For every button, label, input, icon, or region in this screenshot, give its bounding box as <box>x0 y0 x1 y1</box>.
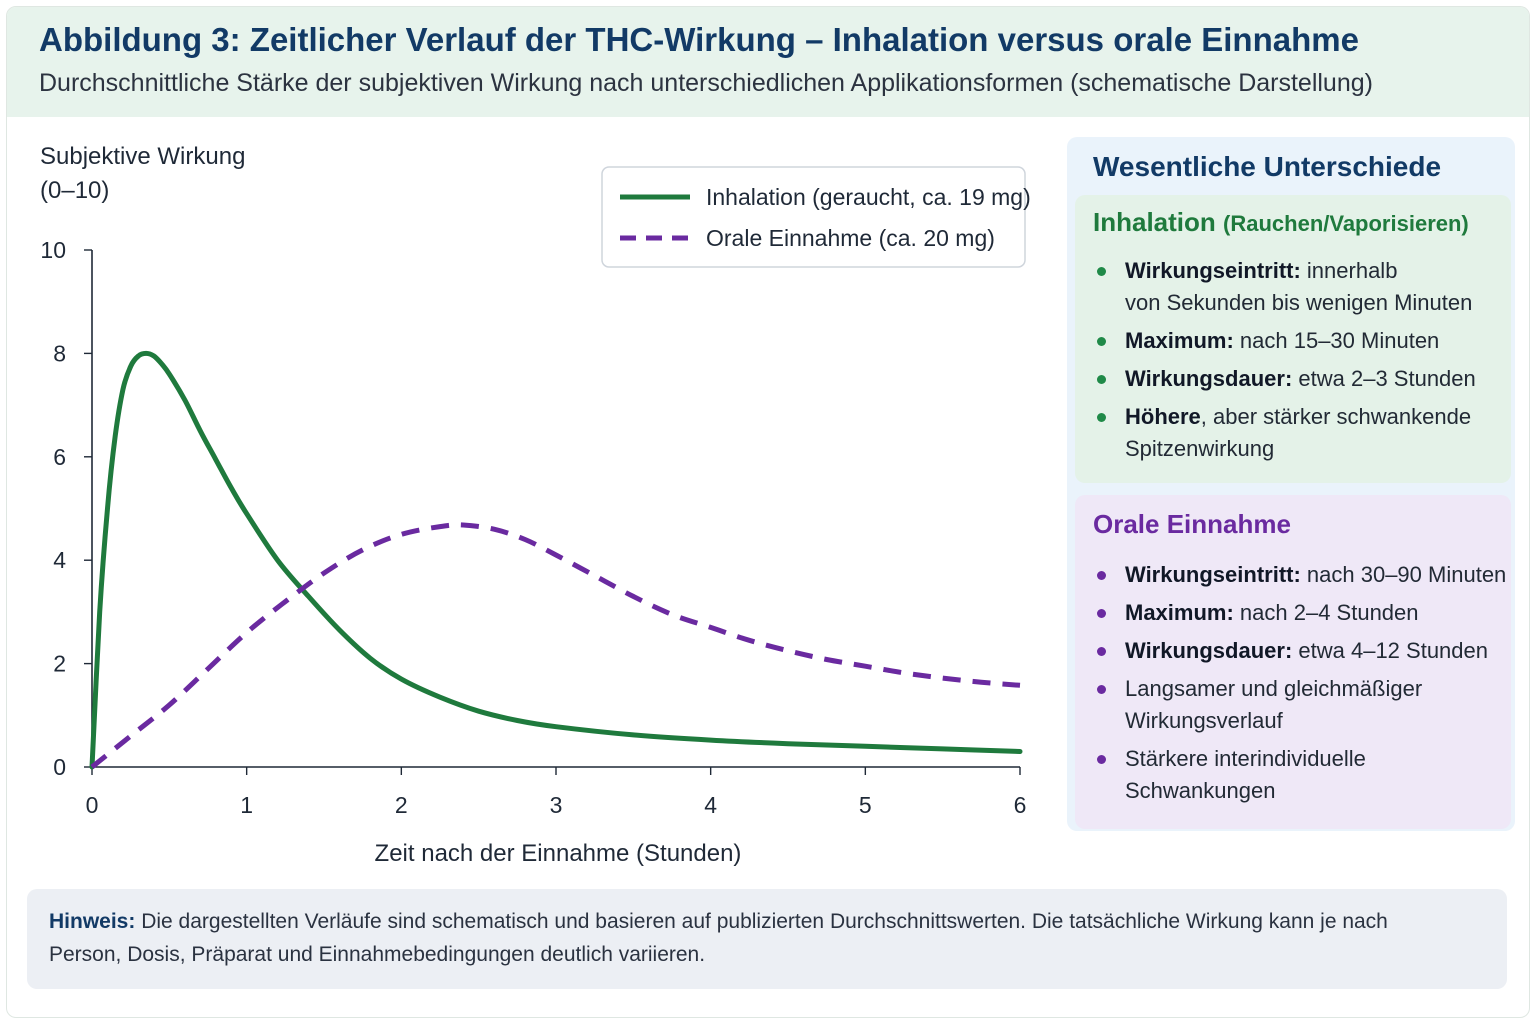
figure-subtitle: Durchschnittliche Stärke der subjektiven… <box>39 69 1373 97</box>
note-label: Hinweis: <box>49 910 136 933</box>
inhalation-list: Wirkungseintritt: innerhalb von Sekunden … <box>1093 255 1476 471</box>
oral-item-text-cont: Schwankungen <box>1125 778 1276 803</box>
differences-title: Wesentliche Unterschiede <box>1093 151 1442 182</box>
inhalation-item-text: nach 15–30 Minuten <box>1233 328 1440 353</box>
inhalation-box: Inhalation (Rauchen/Vaporisieren) Wirkun… <box>1075 195 1511 483</box>
y-tick-label: 6 <box>53 444 66 470</box>
inhalation-item-label: Höhere <box>1125 404 1201 429</box>
bullet-icon <box>1097 685 1106 694</box>
y-axis-label: Subjektive Wirkung <box>40 143 245 170</box>
note-box: Hinweis: Die dargestellten Verläufe sind… <box>27 889 1507 989</box>
inhalation-item: Wirkungsdauer: etwa 2–3 Stunden <box>1093 363 1476 395</box>
inhalation-item-text-cont: von Sekunden bis wenigen Minuten <box>1125 290 1473 315</box>
oral-item-label: Maximum: <box>1125 600 1234 625</box>
inhalation-heading-sub: (Rauchen/Vaporisieren) <box>1223 211 1469 236</box>
inhalation-heading: Inhalation (Rauchen/Vaporisieren) <box>1093 207 1469 238</box>
x-tick-label: 5 <box>859 792 872 818</box>
oral-item: Wirkungsdauer: etwa 4–12 Stunden <box>1093 635 1506 667</box>
y-axis-label-unit: (0–10) <box>40 177 109 204</box>
oral-item-text: Langsamer und gleichmäßiger <box>1125 676 1423 701</box>
bullet-icon <box>1097 375 1106 384</box>
bullet-icon <box>1097 571 1106 580</box>
y-tick-label: 8 <box>53 340 66 366</box>
oral-item-text: etwa 4–12 Stunden <box>1292 638 1488 663</box>
inhalation-item-label: Wirkungseintritt: <box>1125 258 1301 283</box>
bullet-icon <box>1097 647 1106 656</box>
oral-item: Langsamer und gleichmäßiger Wirkungsverla… <box>1093 673 1506 737</box>
inhalation-item-label: Wirkungsdauer: <box>1125 366 1293 391</box>
oral-box: Orale Einnahme Wirkungseintritt: nach 30… <box>1075 495 1511 829</box>
oral-item: Stärkere interindividuelle Schwankungen <box>1093 743 1506 807</box>
x-tick-label: 3 <box>550 792 563 818</box>
bullet-icon <box>1097 413 1106 422</box>
oral-item-text: nach 30–90 Minuten <box>1300 562 1507 587</box>
legend-oral-label: Orale Einnahme (ca. 20 mg) <box>706 225 995 251</box>
oral-item: Wirkungseintritt: nach 30–90 Minuten <box>1093 559 1506 591</box>
y-tick-label: 10 <box>40 237 66 263</box>
note-body: Die dargestellten Verläufe sind schemati… <box>49 910 1388 966</box>
inhalation-line <box>89 350 1023 770</box>
oral-item-text: nach 2–4 Stunden <box>1233 600 1419 625</box>
x-tick-label: 6 <box>1014 792 1027 818</box>
legend-box <box>601 166 1026 268</box>
bullet-icon <box>1097 755 1106 764</box>
y-tick-label: 2 <box>53 651 66 677</box>
oral-item-text-cont: Wirkungsverlauf <box>1125 708 1283 733</box>
oral-item-label: Wirkungseintritt: <box>1125 562 1301 587</box>
inhalation-item-label: Maximum: <box>1125 328 1234 353</box>
x-tick-label: 0 <box>86 792 99 818</box>
legend-inhalation-label: Inhalation (geraucht, ca. 19 mg) <box>706 184 1031 210</box>
inhalation-item-text: innerhalb <box>1300 258 1398 283</box>
x-tick-label: 2 <box>395 792 408 818</box>
effect-chart: Subjektive Wirkung (0–10) 0 2 4 6 8 10 0 1 2 3 4 5 6 Ze… <box>40 143 1031 867</box>
inhalation-item: Höhere, aber stärker schwankende Spitzenw… <box>1093 401 1476 465</box>
oral-heading: Orale Einnahme <box>1093 509 1291 539</box>
oral-line <box>90 522 1021 769</box>
x-axis-label: Zeit nach der Einnahme (Stunden) <box>375 840 742 867</box>
bullet-icon <box>1097 267 1106 276</box>
inhalation-item-text-cont: Spitzenwirkung <box>1125 436 1275 461</box>
oral-list: Wirkungseintritt: nach 30–90 Minuten Maxi… <box>1093 559 1506 813</box>
x-tick-label: 1 <box>240 792 253 818</box>
oral-item-label: Wirkungsdauer: <box>1125 638 1293 663</box>
oral-item-text: Stärkere interindividuelle <box>1125 746 1366 771</box>
differences-panel: Wesentliche Unterschiede Inhalation (Rau… <box>1067 137 1515 831</box>
inhalation-item-text: etwa 2–3 Stunden <box>1292 366 1476 391</box>
inhalation-item: Maximum: nach 15–30 Minuten <box>1093 325 1476 357</box>
bullet-icon <box>1097 609 1106 618</box>
inhalation-item: Wirkungseintritt: innerhalb von Sekunden … <box>1093 255 1476 319</box>
y-tick-label: 0 <box>53 754 66 780</box>
note-text: Hinweis: Die dargestellten Verläufe sind… <box>49 905 1449 971</box>
inhalation-item-text: , aber stärker schwankende <box>1200 404 1472 429</box>
figure-title: Abbildung 3: Zeitlicher Verlauf der THC-… <box>39 21 1359 58</box>
figure-header: Abbildung 3: Zeitlicher Verlauf der THC-… <box>7 7 1529 117</box>
inhalation-heading-main: Inhalation <box>1093 207 1216 237</box>
x-tick-label: 4 <box>704 792 717 818</box>
bullet-icon <box>1097 337 1106 346</box>
oral-item: Maximum: nach 2–4 Stunden <box>1093 597 1506 629</box>
y-tick-label: 4 <box>53 547 66 573</box>
